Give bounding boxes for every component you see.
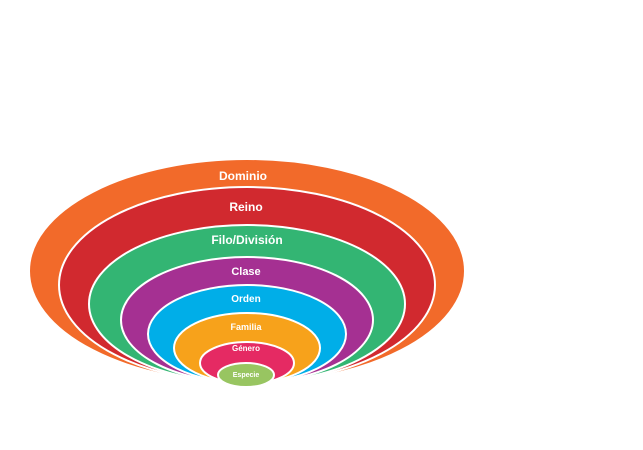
label-reino: Reino	[229, 200, 262, 214]
label-filo-division: Filo/División	[211, 233, 282, 247]
label-dominio: Dominio	[219, 169, 267, 183]
ring-especie: Especie	[217, 362, 275, 388]
ellipse-especie	[217, 362, 275, 388]
label-orden: Orden	[231, 294, 260, 305]
label-clase: Clase	[231, 266, 260, 278]
label-especie: Especie	[233, 372, 260, 379]
label-familia: Familia	[230, 322, 262, 332]
label-genero: Género	[232, 344, 260, 353]
